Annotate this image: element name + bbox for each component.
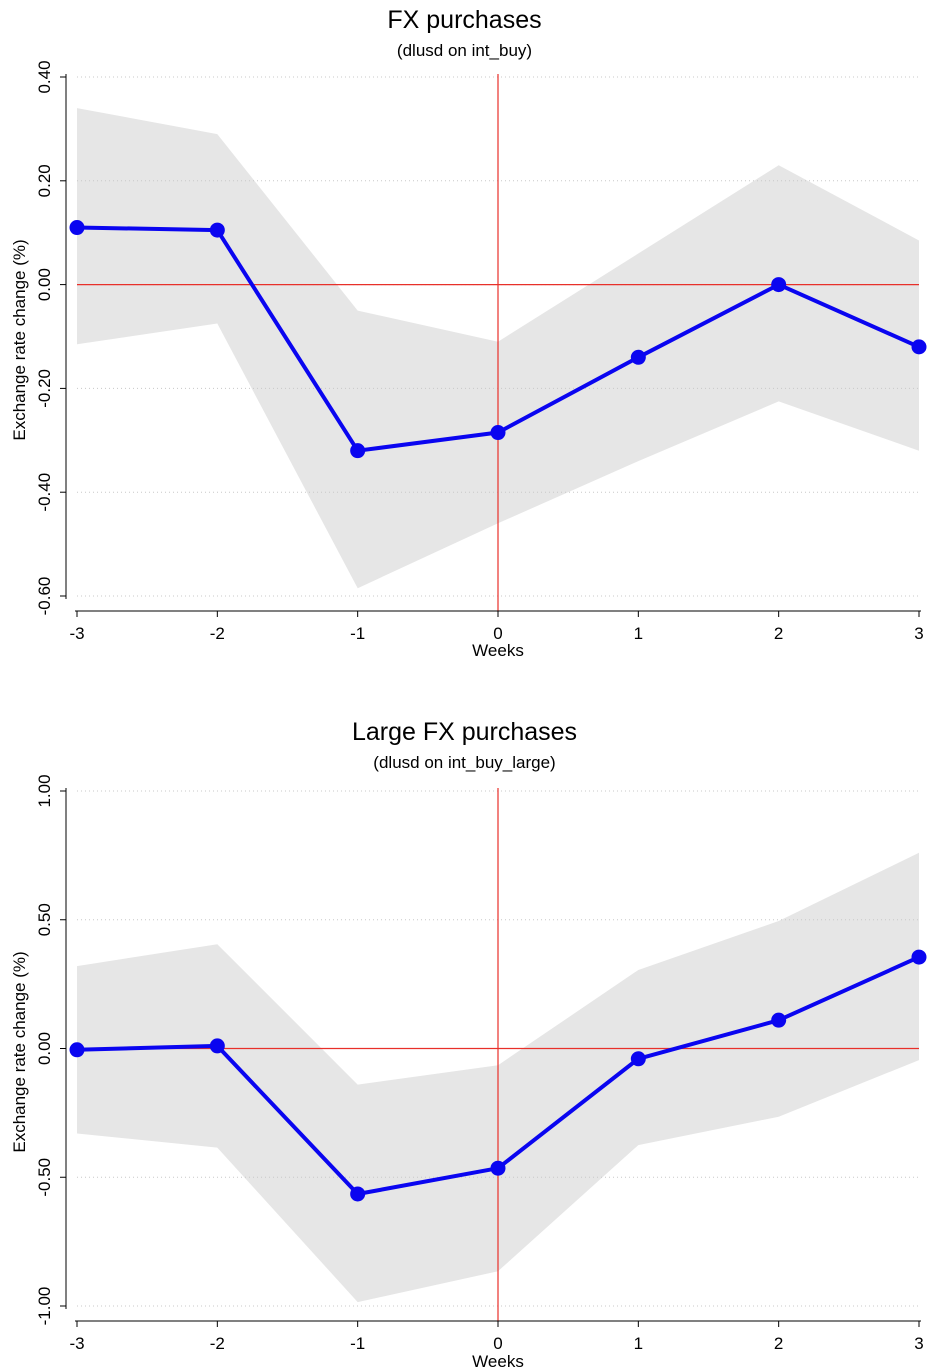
y-tick-label: 0.50 — [35, 903, 54, 936]
x-tick-label: 2 — [774, 1334, 783, 1353]
y-tick-label: 0.00 — [35, 1032, 54, 1065]
data-point — [771, 1012, 787, 1028]
data-point — [771, 277, 787, 293]
x-tick-label: 2 — [774, 624, 783, 643]
chart-panel-large-fx-purchases: Large FX purchases (dlusd on int_buy_lar… — [0, 712, 929, 1372]
chart-plot-area: 1.00 0.50 0.00 -0.50 -1.00 -3 -2 -1 0 1 2 3 Weeks Exc… — [10, 774, 927, 1371]
data-point — [350, 1186, 366, 1202]
data-point — [69, 1042, 85, 1058]
y-axis-label: Exchange rate change (%) — [10, 951, 29, 1152]
chart-plot-area: 0.40 0.20 0.00 -0.20 -0.40 -0.60 -3 -2 -1 0 1 2 3 Wee… — [10, 60, 927, 660]
data-point — [209, 1038, 225, 1054]
data-point — [911, 949, 927, 965]
chart-subtitle: (dlusd on int_buy) — [396, 41, 533, 60]
x-tick-label: -1 — [350, 1334, 365, 1353]
x-tick-label: 1 — [634, 1334, 643, 1353]
chart-title: Large FX purchases — [351, 718, 578, 746]
x-axis-label: Weeks — [472, 641, 524, 660]
x-tick-label: 1 — [634, 624, 643, 643]
x-tick-label: 0 — [493, 624, 502, 643]
y-tick-label: 0.00 — [35, 268, 54, 301]
data-point — [490, 1160, 506, 1176]
x-axis-label: Weeks — [472, 1352, 524, 1371]
chart-title: FX purchases — [387, 6, 542, 34]
y-tick-label: 1.00 — [35, 774, 54, 807]
x-tick-label: -2 — [210, 624, 225, 643]
data-point — [350, 443, 366, 459]
data-point — [630, 349, 646, 365]
data-point — [911, 339, 927, 355]
data-point — [490, 425, 506, 441]
y-tick-label: -0.20 — [35, 369, 54, 408]
data-point — [69, 220, 85, 236]
y-tick-label: -0.40 — [35, 473, 54, 512]
chart-subtitle: (dlusd on int_buy_large) — [373, 753, 556, 772]
x-tick-label: -1 — [350, 624, 365, 643]
y-axis-label: Exchange rate change (%) — [10, 239, 29, 440]
x-tick-label: -3 — [69, 624, 84, 643]
x-tick-label: 3 — [914, 624, 923, 643]
data-point — [630, 1051, 646, 1067]
x-tick-label: 0 — [493, 1334, 502, 1353]
x-tick-label: -3 — [69, 1334, 84, 1353]
data-point — [209, 222, 225, 238]
x-tick-label: -2 — [210, 1334, 225, 1353]
chart-panel-fx-purchases: FX purchases (dlusd on int_buy) 0.40 0.20… — [0, 0, 929, 670]
x-tick-label: 3 — [914, 1334, 923, 1353]
y-tick-label: -0.50 — [35, 1158, 54, 1197]
y-tick-label: 0.40 — [35, 60, 54, 93]
y-tick-label: -0.60 — [35, 577, 54, 616]
y-tick-label: -1.00 — [35, 1287, 54, 1326]
y-tick-label: 0.20 — [35, 164, 54, 197]
